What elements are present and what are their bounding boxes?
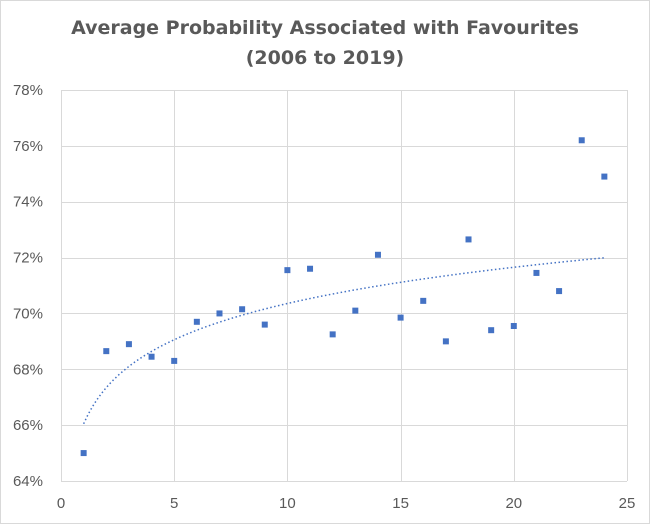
y-tick-label: 70% — [13, 305, 43, 322]
data-points — [80, 137, 608, 457]
y-tick-label: 76% — [13, 138, 43, 155]
chart-title: Average Probability Associated with Favo… — [1, 13, 649, 73]
y-tick-label: 66% — [13, 417, 43, 434]
y-tick-label: 74% — [13, 194, 43, 211]
data-point — [307, 265, 314, 272]
data-point — [488, 327, 495, 334]
x-tick-label: 0 — [57, 495, 65, 512]
data-point — [442, 338, 449, 345]
data-point — [420, 297, 427, 304]
x-tick-label: 10 — [279, 495, 296, 512]
trendline-layer — [82, 257, 605, 425]
data-point — [374, 251, 381, 258]
data-point — [329, 331, 336, 338]
x-tick-label: 25 — [619, 495, 636, 512]
y-tick-label: 64% — [13, 473, 43, 490]
y-tick-label: 72% — [13, 250, 43, 267]
data-point — [556, 288, 563, 295]
y-axis-tick-labels: 64% 66% 68% 70% 72% 74% 76% 78% — [13, 82, 43, 490]
chart-subtitle: (2006 to 2019) — [245, 47, 405, 69]
data-point — [103, 348, 110, 355]
trendline — [82, 257, 605, 425]
data-point — [125, 341, 132, 348]
data-point — [80, 450, 87, 457]
data-point — [352, 307, 359, 314]
x-tick-label: 15 — [392, 495, 409, 512]
data-point — [578, 137, 585, 144]
data-point — [193, 318, 200, 325]
data-point — [239, 306, 246, 313]
x-axis-tick-labels: 0 5 10 15 20 25 — [57, 495, 636, 512]
data-point — [216, 310, 223, 317]
gridlines — [61, 90, 628, 482]
y-tick-label: 68% — [13, 361, 43, 378]
data-point — [171, 357, 178, 364]
x-tick-label: 5 — [170, 495, 178, 512]
data-point — [397, 314, 404, 321]
data-point — [465, 236, 472, 243]
data-point — [601, 173, 608, 180]
data-point — [284, 267, 291, 274]
x-tick-label: 20 — [505, 495, 522, 512]
y-tick-label: 78% — [13, 82, 43, 99]
data-point — [261, 321, 268, 328]
data-point — [533, 269, 540, 276]
data-point — [148, 353, 155, 360]
chart-title-line: Average Probability Associated with Favo… — [71, 17, 579, 39]
data-point — [510, 322, 517, 329]
